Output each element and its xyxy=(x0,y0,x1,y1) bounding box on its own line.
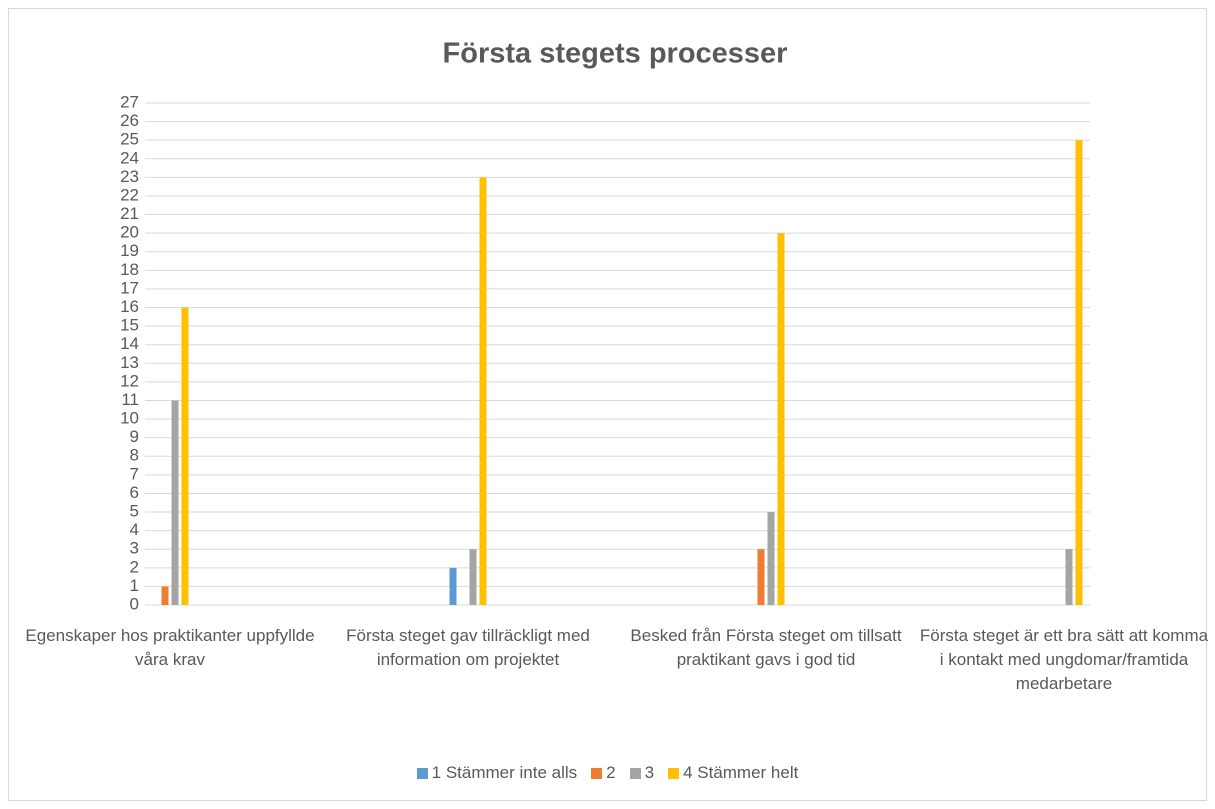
y-tick-label: 6 xyxy=(130,483,139,502)
y-tick-label: 12 xyxy=(120,371,139,390)
bar xyxy=(479,177,487,606)
legend-label: 1 Stämmer inte alls xyxy=(431,763,578,782)
legend-swatch xyxy=(416,767,428,779)
bar xyxy=(777,233,785,606)
x-tick-label: Första steget gav tillräckligt med infor… xyxy=(346,626,590,669)
x-tick-label: Besked från Första steget om tillsatt pr… xyxy=(630,626,902,669)
y-tick-label: 5 xyxy=(130,502,139,521)
y-tick-label: 27 xyxy=(120,92,139,111)
y-tick-label: 16 xyxy=(120,297,139,316)
y-tick-label: 9 xyxy=(130,427,139,446)
bar xyxy=(469,549,477,605)
y-tick-label: 3 xyxy=(130,539,139,558)
y-tick-label: 17 xyxy=(120,278,139,297)
y-tick-label: 11 xyxy=(121,390,139,409)
legend-swatch xyxy=(629,767,641,779)
y-tick-label: 15 xyxy=(120,316,139,335)
y-tick-label: 24 xyxy=(120,148,139,167)
y-tick-label: 19 xyxy=(120,241,139,260)
legend-label: 3 xyxy=(644,763,655,782)
legend-item: 4 Stämmer helt xyxy=(668,763,798,783)
bar xyxy=(181,307,189,605)
legend-swatch xyxy=(668,767,680,779)
chart-title: Första stegets processer xyxy=(443,38,788,70)
legend-label: 4 Stämmer helt xyxy=(683,763,799,782)
y-tick-label: 23 xyxy=(120,167,139,186)
y-tick-label: 8 xyxy=(130,446,139,465)
legend-label: 2 xyxy=(606,763,616,782)
y-tick-label: 18 xyxy=(120,260,139,279)
x-tick-label: Egenskaper hos praktikanter uppfyllde vå… xyxy=(25,626,315,669)
legend-item: 2 xyxy=(591,763,616,783)
y-tick-label: 0 xyxy=(130,594,139,613)
bar xyxy=(449,567,457,605)
bar xyxy=(767,512,775,605)
legend-swatch xyxy=(591,767,603,779)
bar xyxy=(161,586,169,605)
legend-item: 1 Stämmer inte alls xyxy=(416,763,578,783)
bar xyxy=(1075,140,1083,605)
y-tick-label: 22 xyxy=(120,185,139,204)
y-tick-label: 25 xyxy=(120,130,139,149)
bar xyxy=(171,400,179,605)
y-tick-label: 20 xyxy=(120,223,139,242)
y-tick-label: 2 xyxy=(130,557,139,576)
legend: 1 Stämmer inte alls 2 3 4 Stämmer helt xyxy=(0,763,1215,783)
y-tick-label: 14 xyxy=(120,334,139,353)
x-tick-label: Första steget är ett bra sätt att komma … xyxy=(919,626,1209,693)
y-tick-label: 26 xyxy=(120,111,139,130)
bar xyxy=(757,549,765,605)
y-tick-label: 10 xyxy=(120,409,139,428)
y-tick-label: 1 xyxy=(130,576,139,595)
bar xyxy=(1065,549,1073,605)
y-tick-label: 4 xyxy=(130,520,139,539)
y-tick-label: 21 xyxy=(120,204,139,223)
y-tick-label: 13 xyxy=(120,353,139,372)
legend-item: 3 xyxy=(629,763,655,783)
y-tick-label: 7 xyxy=(130,464,139,483)
